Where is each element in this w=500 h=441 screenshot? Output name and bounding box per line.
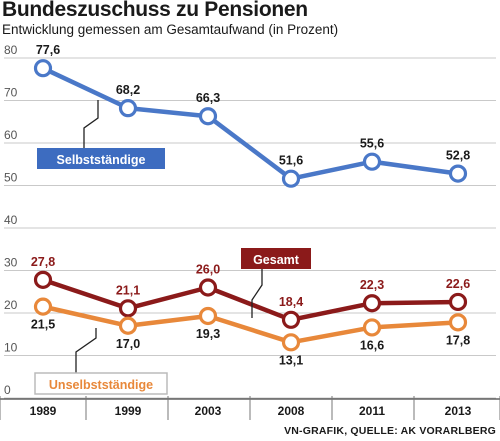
y-tick-label: 20 [4, 298, 18, 312]
legend-label: Gesamt [253, 253, 300, 267]
data-label: 22,6 [446, 277, 470, 291]
y-tick-label: 80 [4, 43, 18, 57]
data-label: 21,5 [31, 318, 55, 332]
data-label: 55,6 [360, 137, 384, 151]
y-tick-label: 40 [4, 213, 18, 227]
y-tick-label: 70 [4, 86, 18, 100]
x-tick-label: 2011 [359, 404, 385, 418]
data-label: 19,3 [196, 327, 220, 341]
x-tick-label: 2008 [278, 404, 305, 418]
series-line-unselbstständige [40, 304, 461, 345]
source-note: VN-GRAFIK, QUELLE: AK VORARLBERG [284, 425, 496, 437]
legend-box [34, 372, 168, 395]
data-label: 52,8 [446, 149, 470, 163]
chart-subtitle: Entwicklung gemessen am Gesamtaufwand (i… [2, 22, 339, 37]
x-tick-label: 2013 [445, 404, 472, 418]
x-tick-label: 2003 [195, 404, 222, 418]
data-label: 22,3 [360, 278, 384, 292]
chart-title: Bundeszuschuss zu Pensionen [2, 0, 308, 21]
legend-box [37, 148, 165, 169]
data-point [33, 270, 53, 289]
data-label: 77,6 [36, 43, 60, 57]
data-point [362, 152, 382, 171]
leader-line [83, 100, 99, 148]
data-label: 66,3 [196, 91, 220, 105]
leader-line [75, 328, 97, 373]
y-tick-label: 60 [4, 128, 18, 142]
data-point [118, 99, 138, 118]
data-point [198, 107, 218, 126]
x-tick-label: 1989 [30, 404, 57, 418]
data-label: 17,0 [116, 337, 140, 351]
data-point [33, 59, 53, 78]
data-label: 27,8 [31, 255, 55, 269]
y-tick-label: 10 [4, 341, 18, 355]
series-line-gesamt [40, 277, 461, 323]
data-point [448, 164, 468, 183]
data-label: 68,2 [116, 83, 140, 97]
data-point [362, 294, 382, 313]
data-point [118, 316, 138, 335]
data-point [448, 313, 468, 332]
data-point [281, 310, 301, 329]
data-point [118, 299, 138, 318]
data-point [198, 306, 218, 326]
data-point [198, 278, 218, 297]
y-tick-label: 30 [4, 256, 18, 270]
data-label: 26,0 [196, 263, 220, 277]
data-label: 13,1 [279, 353, 303, 367]
data-point [33, 297, 53, 316]
data-point [281, 333, 301, 352]
y-tick-label: 50 [4, 171, 18, 185]
legend-label: Unselbstständige [49, 378, 153, 392]
data-point [281, 169, 301, 188]
data-label: 21,1 [116, 283, 140, 297]
legend-label: Selbstständige [57, 153, 146, 167]
y-tick-label: 0 [4, 383, 11, 397]
data-label: 51,6 [279, 154, 303, 168]
data-label: 18,4 [279, 295, 303, 309]
series-line-selbstständige [40, 65, 461, 181]
legend-box [241, 248, 311, 269]
data-label: 16,6 [360, 338, 384, 352]
leader-line [251, 269, 263, 318]
data-point [362, 318, 382, 337]
x-tick-label: 1999 [115, 404, 142, 418]
data-point [448, 292, 468, 312]
data-label: 17,8 [446, 333, 470, 347]
